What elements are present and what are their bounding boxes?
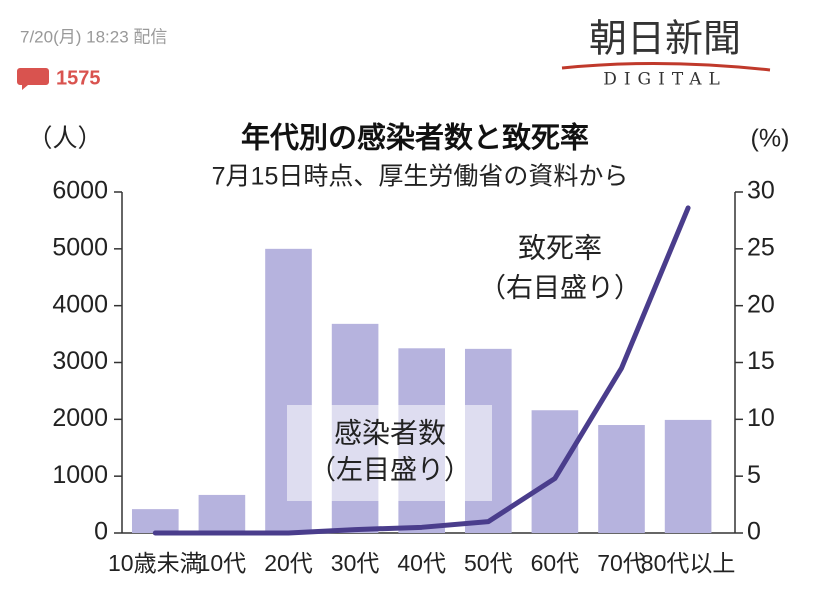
- series-label: 感染者数: [334, 417, 446, 448]
- y2-tick-label: 5: [747, 461, 761, 489]
- y-tick-label: 2000: [52, 404, 108, 432]
- x-tick-label: 20代: [264, 550, 313, 576]
- x-tick-label: 10代: [198, 550, 247, 576]
- comment-icon[interactable]: [17, 68, 49, 90]
- y-tick-label: 4000: [52, 290, 108, 318]
- logo-sub: DIGITAL: [603, 70, 727, 90]
- x-tick-label: 30代: [331, 550, 380, 576]
- series-note: （左目盛り）: [309, 455, 471, 485]
- x-tick-label: 40代: [397, 550, 446, 576]
- y-tick-label: 3000: [52, 347, 108, 375]
- y2-tick-label: 10: [747, 404, 775, 432]
- y-tick-label: 1000: [52, 461, 108, 489]
- y-tick-label: 6000: [52, 177, 108, 205]
- x-tick-label: 60代: [531, 550, 580, 576]
- x-tick-label: 10歳未満: [108, 550, 203, 576]
- y2-tick-label: 15: [747, 347, 775, 375]
- bar: [131, 509, 179, 533]
- logo-swoosh: [561, 61, 771, 72]
- y-tick-label: 0: [94, 518, 108, 546]
- bar: [531, 410, 579, 533]
- y2-axis-label: (%): [751, 125, 790, 153]
- bar: [664, 419, 712, 533]
- chart-subtitle: 7月15日時点、厚生労働省の資料から: [212, 163, 629, 191]
- bar: [598, 425, 645, 533]
- bar: [198, 494, 246, 533]
- y-axis-label: （人）: [27, 125, 102, 153]
- x-tick-label: 80代以上: [641, 550, 736, 576]
- series-label: 致死率: [518, 232, 602, 263]
- y2-tick-label: 0: [747, 518, 761, 546]
- x-tick-label: 50代: [464, 550, 513, 576]
- line: [152, 205, 691, 536]
- logo: 朝日新聞: [589, 17, 741, 61]
- y2-tick-label: 25: [747, 233, 775, 261]
- y2-tick-label: 20: [747, 290, 775, 318]
- annotation-box: [287, 405, 492, 501]
- y2-tick-label: 30: [747, 177, 775, 205]
- chart-title: 年代別の感染者数と致死率: [241, 121, 589, 155]
- y-tick-label: 5000: [52, 233, 108, 261]
- x-tick-label: 70代: [597, 550, 646, 576]
- comment-count[interactable]: 1575: [56, 67, 101, 89]
- date: 7/20(月) 18:23 配信: [20, 27, 167, 46]
- series-note: （右目盛り）: [479, 273, 641, 303]
